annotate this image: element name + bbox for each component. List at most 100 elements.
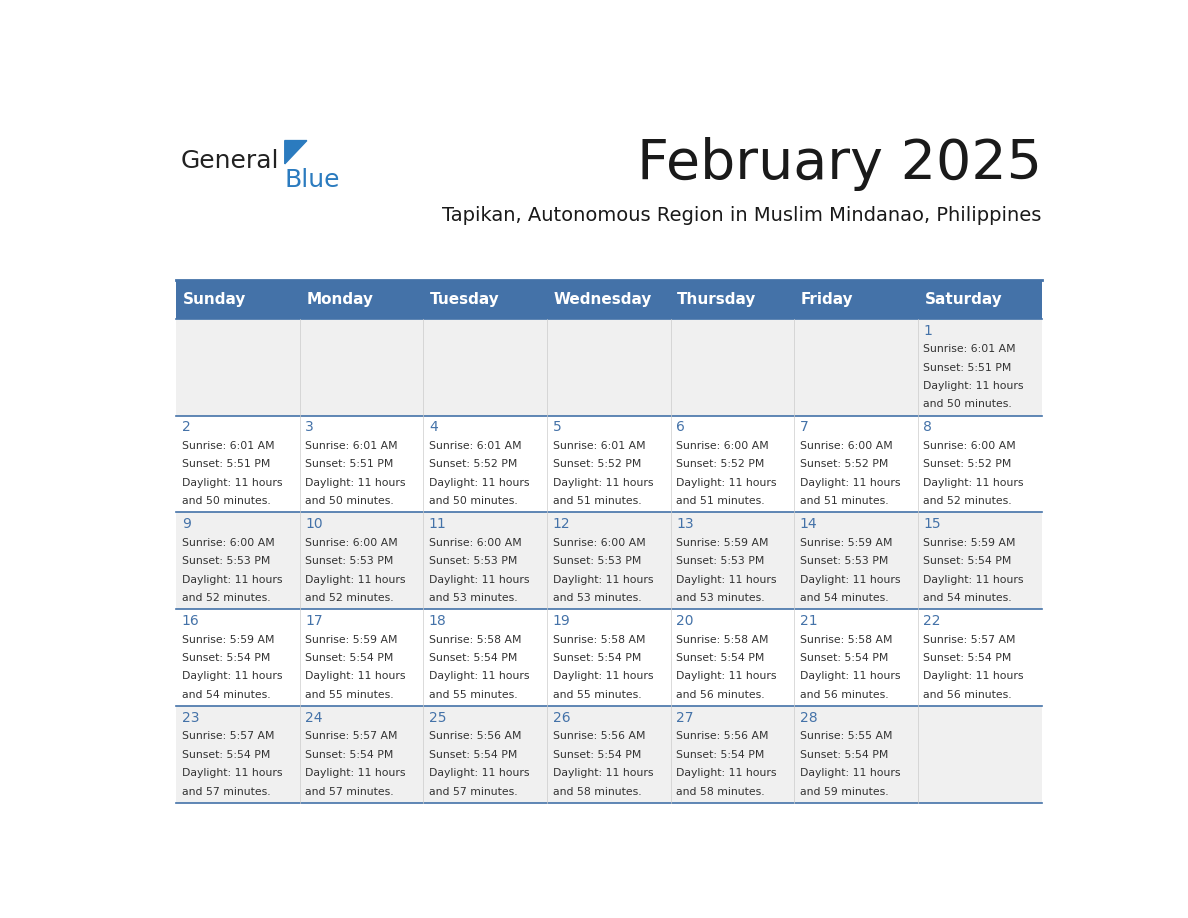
- Text: General: General: [181, 149, 279, 173]
- Text: and 53 minutes.: and 53 minutes.: [552, 593, 642, 603]
- Text: Sunrise: 5:58 AM: Sunrise: 5:58 AM: [429, 634, 522, 644]
- Text: Daylight: 11 hours: Daylight: 11 hours: [429, 575, 530, 585]
- Text: Sunset: 5:52 PM: Sunset: 5:52 PM: [923, 459, 1012, 469]
- Text: Sunset: 5:53 PM: Sunset: 5:53 PM: [305, 556, 393, 566]
- Text: Sunrise: 5:57 AM: Sunrise: 5:57 AM: [182, 732, 274, 742]
- Text: and 57 minutes.: and 57 minutes.: [182, 787, 271, 797]
- Text: and 54 minutes.: and 54 minutes.: [923, 593, 1012, 603]
- Text: Sunset: 5:51 PM: Sunset: 5:51 PM: [182, 459, 270, 469]
- Text: 22: 22: [923, 614, 941, 628]
- Text: Daylight: 11 hours: Daylight: 11 hours: [800, 768, 901, 778]
- Text: Sunset: 5:54 PM: Sunset: 5:54 PM: [429, 653, 517, 663]
- Text: 20: 20: [676, 614, 694, 628]
- Text: February 2025: February 2025: [637, 137, 1042, 191]
- Text: Daylight: 11 hours: Daylight: 11 hours: [923, 477, 1024, 487]
- Text: Sunrise: 6:00 AM: Sunrise: 6:00 AM: [305, 538, 398, 548]
- Text: Sunset: 5:54 PM: Sunset: 5:54 PM: [182, 653, 270, 663]
- Text: Tapikan, Autonomous Region in Muslim Mindanao, Philippines: Tapikan, Autonomous Region in Muslim Min…: [442, 206, 1042, 225]
- Text: Daylight: 11 hours: Daylight: 11 hours: [429, 768, 530, 778]
- Text: 16: 16: [182, 614, 200, 628]
- Text: and 52 minutes.: and 52 minutes.: [182, 593, 271, 603]
- Text: Sunset: 5:53 PM: Sunset: 5:53 PM: [552, 556, 642, 566]
- Bar: [176, 512, 1042, 610]
- Text: and 59 minutes.: and 59 minutes.: [800, 787, 889, 797]
- Text: Blue: Blue: [285, 168, 340, 192]
- Text: and 54 minutes.: and 54 minutes.: [800, 593, 889, 603]
- Text: and 56 minutes.: and 56 minutes.: [923, 689, 1012, 700]
- Text: Daylight: 11 hours: Daylight: 11 hours: [182, 768, 282, 778]
- Text: Daylight: 11 hours: Daylight: 11 hours: [800, 477, 901, 487]
- Bar: [176, 610, 1042, 706]
- Text: and 55 minutes.: and 55 minutes.: [305, 689, 394, 700]
- Text: Sunrise: 5:59 AM: Sunrise: 5:59 AM: [923, 538, 1016, 548]
- Text: 26: 26: [552, 711, 570, 725]
- Text: Sunset: 5:54 PM: Sunset: 5:54 PM: [305, 653, 393, 663]
- Text: Sunrise: 6:01 AM: Sunrise: 6:01 AM: [429, 441, 522, 451]
- Text: Sunrise: 6:00 AM: Sunrise: 6:00 AM: [429, 538, 522, 548]
- Text: Daylight: 11 hours: Daylight: 11 hours: [676, 575, 777, 585]
- Text: and 58 minutes.: and 58 minutes.: [676, 787, 765, 797]
- Text: 18: 18: [429, 614, 447, 628]
- Text: Sunset: 5:53 PM: Sunset: 5:53 PM: [800, 556, 889, 566]
- Text: 28: 28: [800, 711, 817, 725]
- Text: Sunset: 5:54 PM: Sunset: 5:54 PM: [182, 750, 270, 760]
- Text: and 50 minutes.: and 50 minutes.: [182, 496, 271, 506]
- Text: Daylight: 11 hours: Daylight: 11 hours: [305, 768, 406, 778]
- Text: 17: 17: [305, 614, 323, 628]
- Text: 6: 6: [676, 420, 685, 434]
- Text: Sunset: 5:54 PM: Sunset: 5:54 PM: [552, 653, 642, 663]
- Text: Sunrise: 5:59 AM: Sunrise: 5:59 AM: [182, 634, 274, 644]
- Text: Daylight: 11 hours: Daylight: 11 hours: [676, 671, 777, 681]
- Text: Daylight: 11 hours: Daylight: 11 hours: [923, 671, 1024, 681]
- Bar: [176, 280, 1042, 319]
- Text: and 53 minutes.: and 53 minutes.: [429, 593, 518, 603]
- Text: Daylight: 11 hours: Daylight: 11 hours: [429, 671, 530, 681]
- Text: Sunset: 5:54 PM: Sunset: 5:54 PM: [676, 653, 765, 663]
- Text: and 57 minutes.: and 57 minutes.: [429, 787, 518, 797]
- Text: Daylight: 11 hours: Daylight: 11 hours: [552, 768, 653, 778]
- Text: and 54 minutes.: and 54 minutes.: [182, 689, 271, 700]
- Text: Sunset: 5:54 PM: Sunset: 5:54 PM: [552, 750, 642, 760]
- Text: 12: 12: [552, 518, 570, 532]
- Text: Sunrise: 6:01 AM: Sunrise: 6:01 AM: [923, 344, 1016, 354]
- Bar: [176, 319, 1042, 416]
- Text: Sunset: 5:54 PM: Sunset: 5:54 PM: [676, 750, 765, 760]
- Text: Daylight: 11 hours: Daylight: 11 hours: [552, 477, 653, 487]
- Text: and 53 minutes.: and 53 minutes.: [676, 593, 765, 603]
- Text: Daylight: 11 hours: Daylight: 11 hours: [305, 671, 406, 681]
- Text: Sunset: 5:52 PM: Sunset: 5:52 PM: [676, 459, 765, 469]
- Text: 25: 25: [429, 711, 447, 725]
- Text: Sunrise: 5:58 AM: Sunrise: 5:58 AM: [676, 634, 769, 644]
- Text: Tuesday: Tuesday: [430, 292, 500, 307]
- Text: Sunrise: 5:59 AM: Sunrise: 5:59 AM: [800, 538, 892, 548]
- Text: and 57 minutes.: and 57 minutes.: [305, 787, 394, 797]
- Text: Daylight: 11 hours: Daylight: 11 hours: [800, 671, 901, 681]
- Text: 11: 11: [429, 518, 447, 532]
- Text: and 50 minutes.: and 50 minutes.: [429, 496, 518, 506]
- Text: 14: 14: [800, 518, 817, 532]
- Text: and 51 minutes.: and 51 minutes.: [800, 496, 889, 506]
- Text: Sunrise: 5:56 AM: Sunrise: 5:56 AM: [552, 732, 645, 742]
- Text: Sunrise: 5:59 AM: Sunrise: 5:59 AM: [305, 634, 398, 644]
- Text: Sunrise: 5:57 AM: Sunrise: 5:57 AM: [305, 732, 398, 742]
- Text: Sunrise: 5:58 AM: Sunrise: 5:58 AM: [800, 634, 892, 644]
- Text: Sunset: 5:54 PM: Sunset: 5:54 PM: [305, 750, 393, 760]
- Text: Sunrise: 6:00 AM: Sunrise: 6:00 AM: [800, 441, 892, 451]
- Text: Sunrise: 6:00 AM: Sunrise: 6:00 AM: [182, 538, 274, 548]
- Text: 15: 15: [923, 518, 941, 532]
- Text: 3: 3: [305, 420, 314, 434]
- Text: Sunrise: 6:01 AM: Sunrise: 6:01 AM: [552, 441, 645, 451]
- Bar: [176, 416, 1042, 512]
- Text: Sunset: 5:51 PM: Sunset: 5:51 PM: [305, 459, 393, 469]
- Text: Sunset: 5:54 PM: Sunset: 5:54 PM: [800, 653, 889, 663]
- Text: Sunset: 5:54 PM: Sunset: 5:54 PM: [923, 556, 1012, 566]
- Text: Daylight: 11 hours: Daylight: 11 hours: [429, 477, 530, 487]
- Text: 8: 8: [923, 420, 933, 434]
- Text: Sunrise: 6:01 AM: Sunrise: 6:01 AM: [305, 441, 398, 451]
- Text: Sunset: 5:52 PM: Sunset: 5:52 PM: [552, 459, 642, 469]
- Text: Friday: Friday: [801, 292, 853, 307]
- Text: Sunrise: 6:00 AM: Sunrise: 6:00 AM: [923, 441, 1016, 451]
- Text: Wednesday: Wednesday: [554, 292, 652, 307]
- Text: 23: 23: [182, 711, 200, 725]
- Text: Sunset: 5:54 PM: Sunset: 5:54 PM: [429, 750, 517, 760]
